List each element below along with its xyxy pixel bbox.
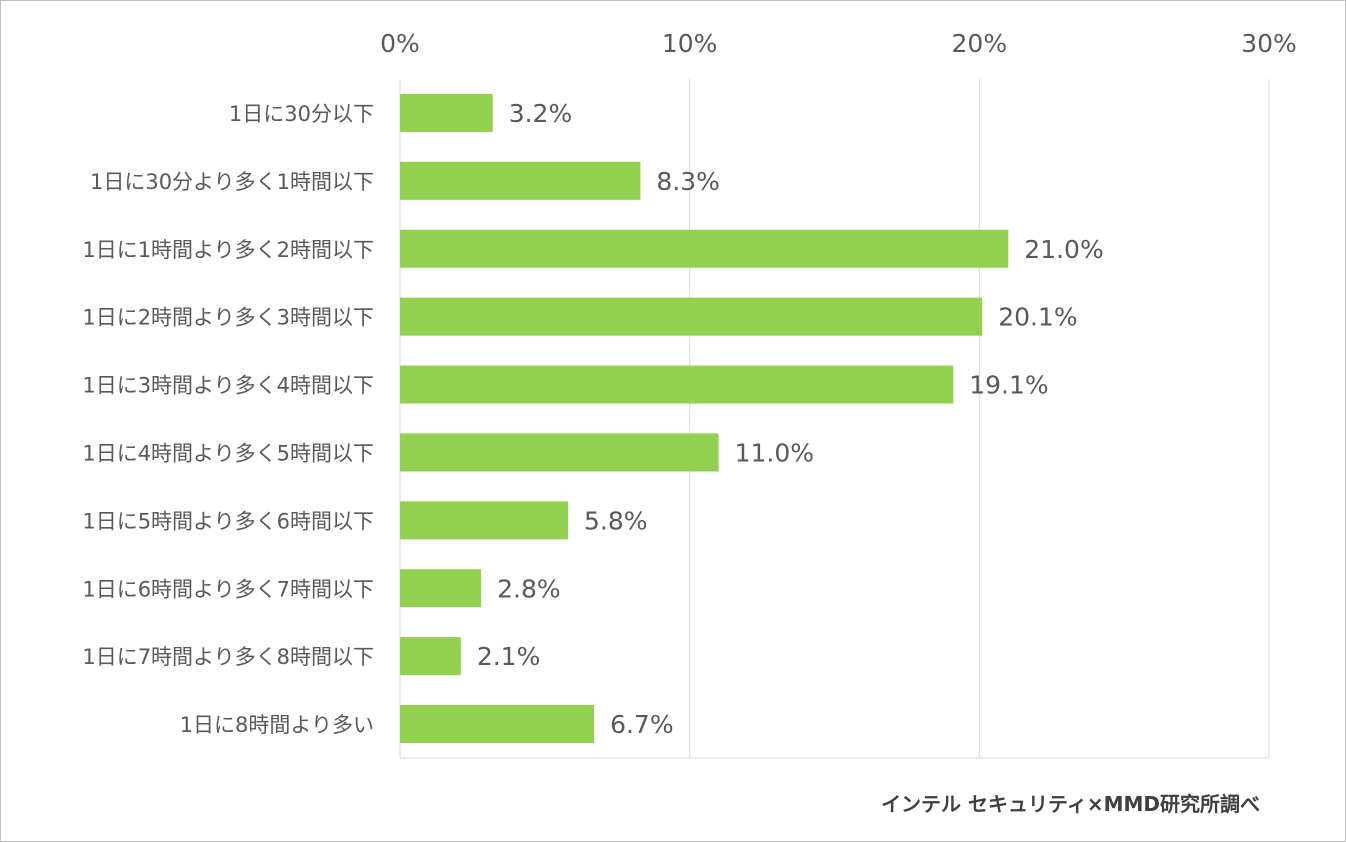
category-label: 1日に5時間より多く6時間以下 <box>82 509 374 533</box>
data-label: 6.7% <box>610 710 674 739</box>
source-note: インテル セキュリティ×MMD研究所調べ <box>881 792 1260 816</box>
bar <box>400 297 983 336</box>
data-label: 2.8% <box>497 574 561 603</box>
category-label: 1日に8時間より多い <box>180 713 374 737</box>
category-label: 1日に7時間より多く8時間以下 <box>82 645 374 669</box>
data-label: 20.1% <box>998 303 1077 332</box>
data-label: 19.1% <box>969 371 1048 400</box>
data-label: 2.1% <box>477 642 541 671</box>
data-label: 21.0% <box>1024 235 1103 264</box>
category-label: 1日に30分以下 <box>229 102 374 126</box>
bar <box>400 229 1009 268</box>
category-label: 1日に30分より多く1時間以下 <box>90 170 374 194</box>
data-label: 3.2% <box>509 99 573 128</box>
category-label: 1日に3時間より多く4時間以下 <box>82 374 374 398</box>
category-label: 1日に2時間より多く3時間以下 <box>82 306 374 330</box>
bar <box>400 365 954 404</box>
data-label: 5.8% <box>584 506 648 535</box>
bar <box>400 705 595 744</box>
bar <box>400 569 482 608</box>
bar <box>400 433 719 472</box>
x-tick-label: 0% <box>380 29 420 58</box>
bar <box>400 161 641 200</box>
category-label: 1日に1時間より多く2時間以下 <box>82 238 374 262</box>
x-tick-label: 30% <box>1241 29 1297 58</box>
bar <box>400 637 461 676</box>
category-label: 1日に6時間より多く7時間以下 <box>82 577 374 601</box>
data-label: 11.0% <box>735 438 814 467</box>
x-tick-label: 10% <box>662 29 718 58</box>
data-label: 8.3% <box>656 167 720 196</box>
category-label: 1日に4時間より多く5時間以下 <box>82 441 374 465</box>
bar <box>400 93 493 132</box>
x-tick-label: 20% <box>952 29 1008 58</box>
bar <box>400 501 569 540</box>
